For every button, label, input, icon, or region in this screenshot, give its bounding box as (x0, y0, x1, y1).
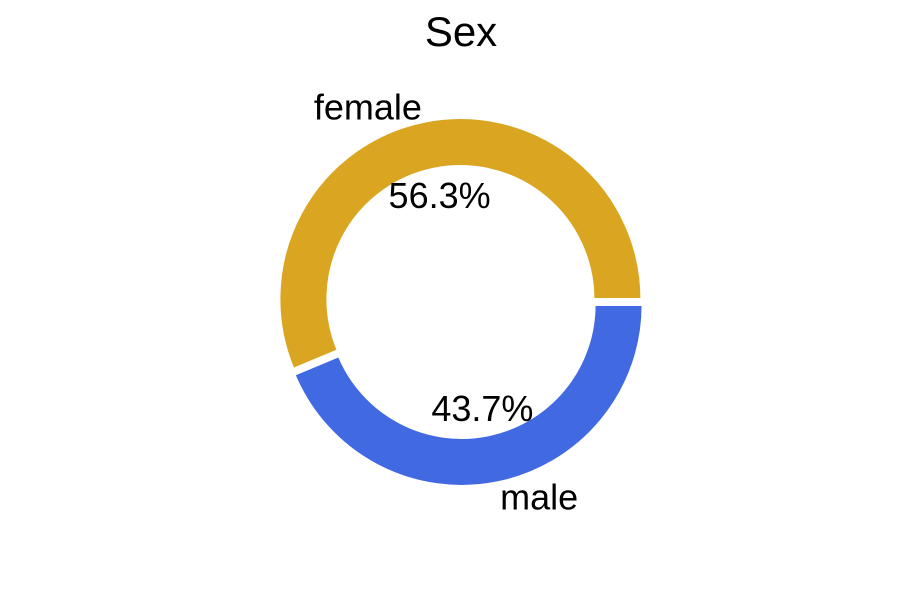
slice-label-female: female (314, 86, 422, 127)
slice-female (278, 117, 643, 371)
slices-layer (278, 117, 644, 487)
pct-label-male: 43.7% (431, 388, 533, 429)
pct-label-female: 56.3% (389, 175, 491, 216)
labels-layer: female 56.3% male 43.7% (314, 86, 578, 517)
chart-title: Sex (425, 8, 497, 55)
slice-label-male: male (500, 477, 578, 518)
slice-male (293, 303, 644, 487)
